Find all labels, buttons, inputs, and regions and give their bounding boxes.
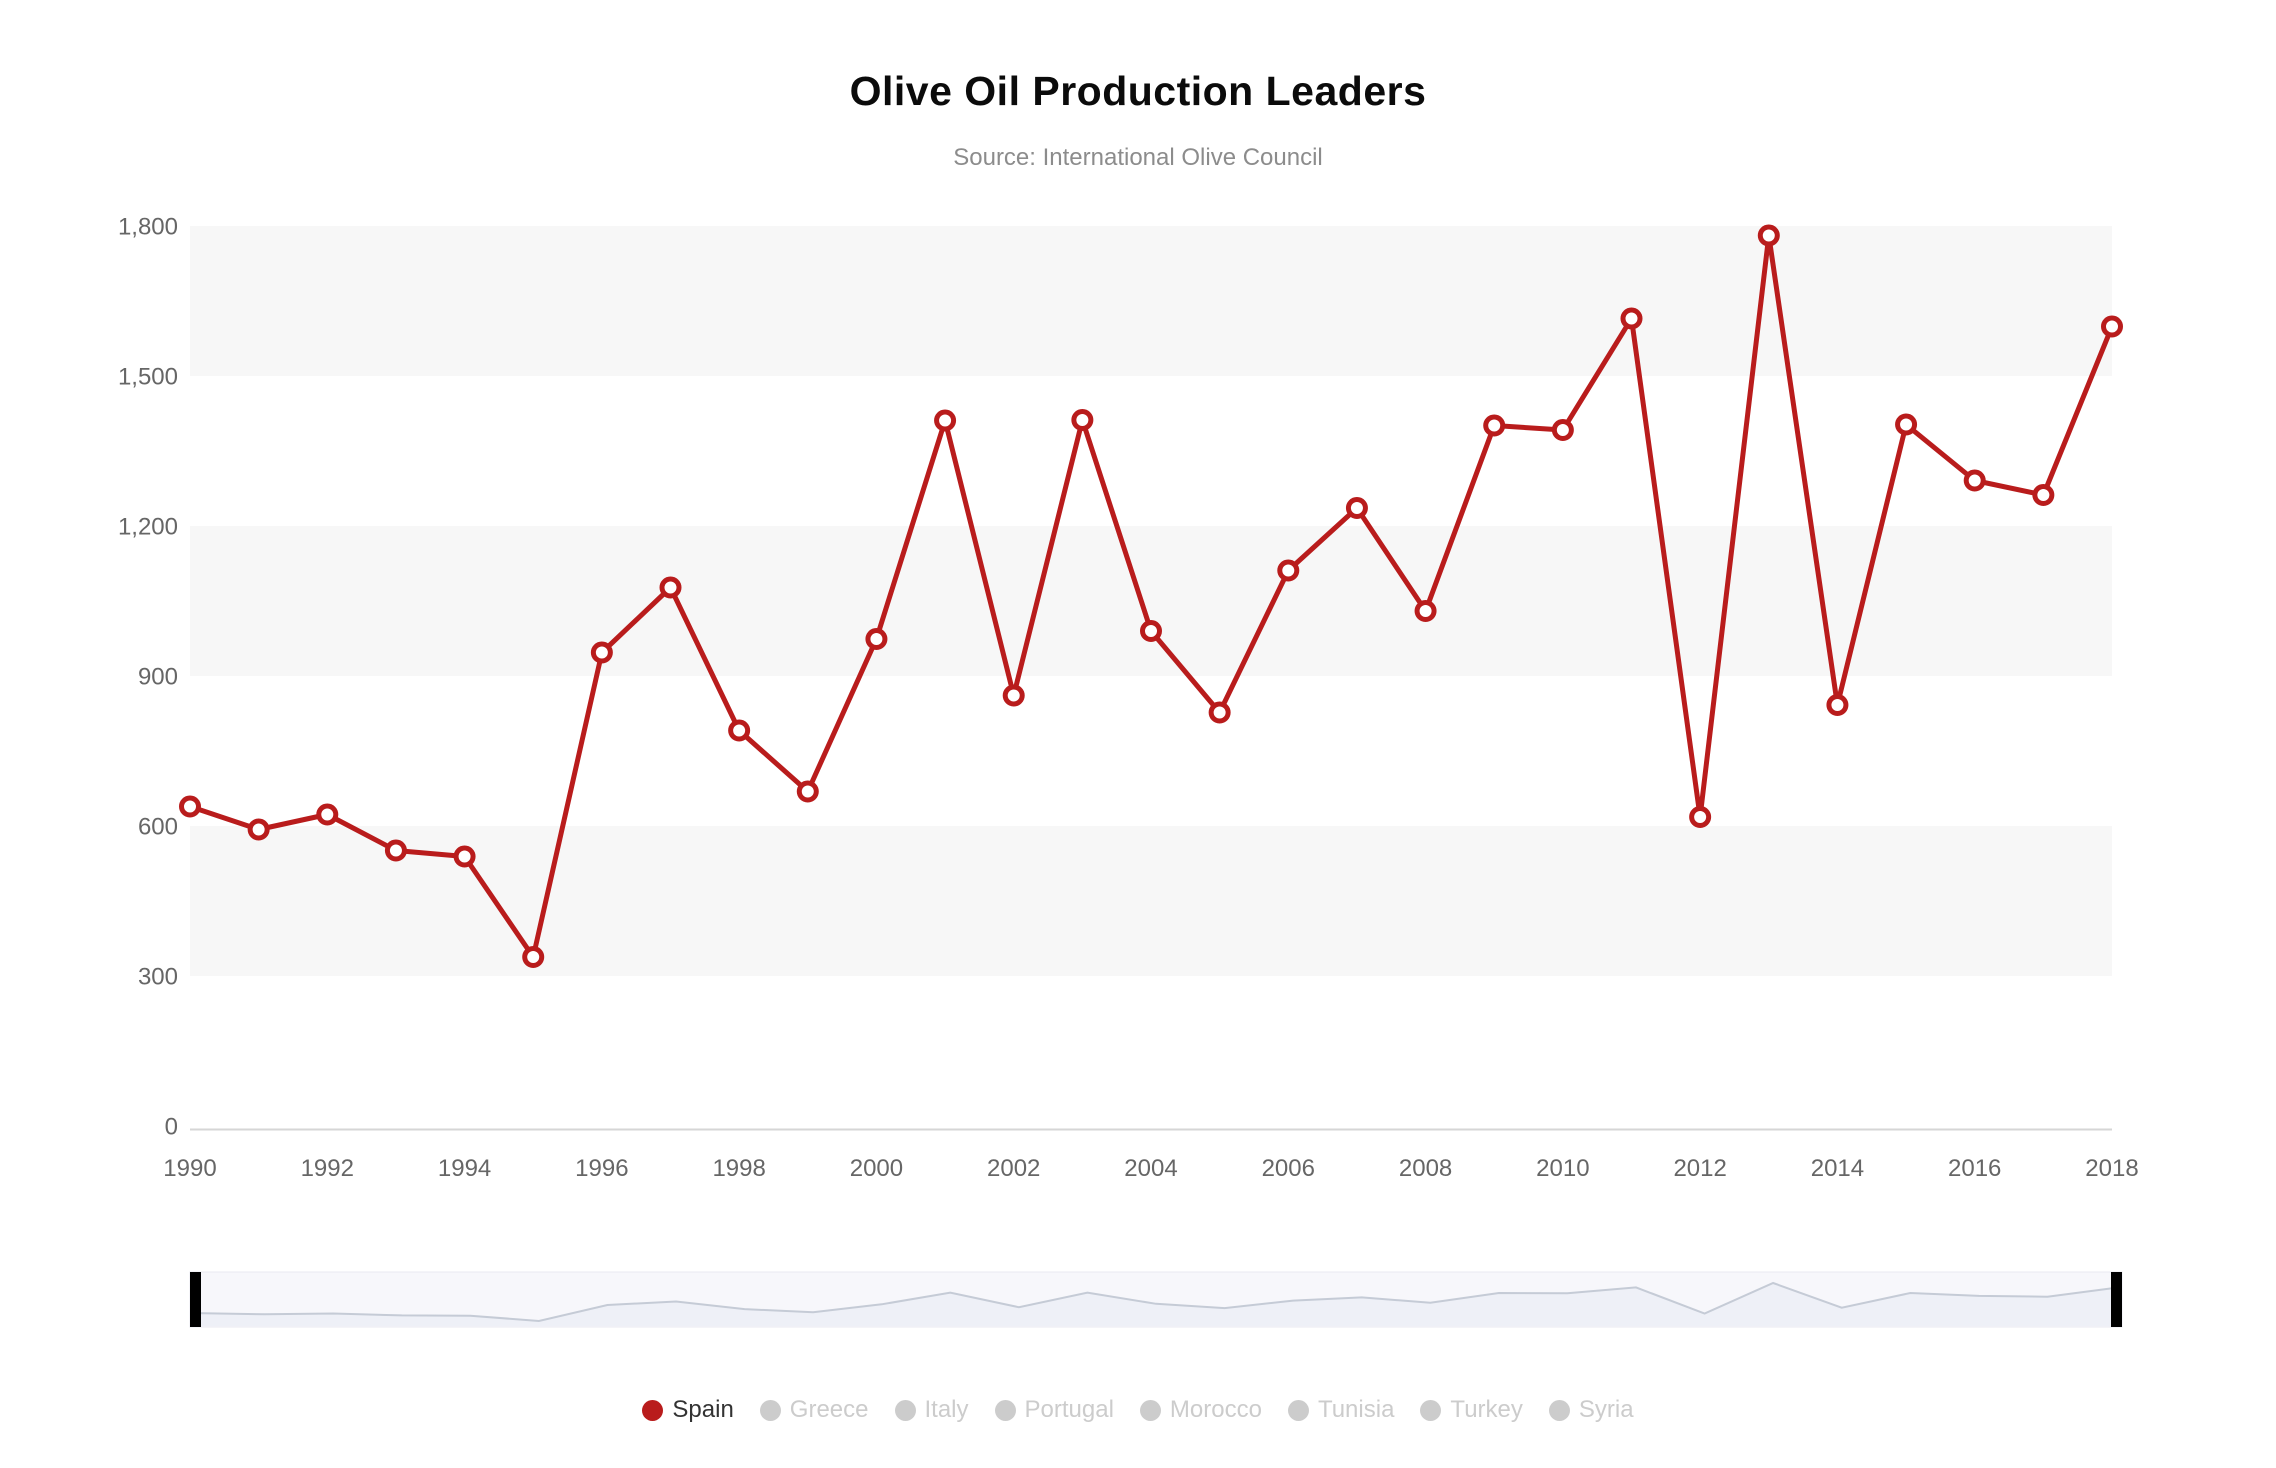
legend: Spain Greece Italy Portugal Morocco Tunisia Tu… xyxy=(0,1396,2276,1424)
y-axis-label: 1,500 xyxy=(118,363,178,390)
x-axis-label: 1994 xyxy=(438,1155,491,1182)
data-point-marker xyxy=(1620,307,1643,330)
plot-band xyxy=(190,526,2112,676)
data-point-marker xyxy=(384,839,407,862)
data-point-marker xyxy=(1345,497,1368,519)
data-point-marker xyxy=(1551,419,1574,441)
data-point-marker xyxy=(1689,806,1712,828)
x-axis-label: 2002 xyxy=(987,1155,1040,1182)
data-point-marker xyxy=(1140,620,1162,642)
legend-label: Morocco xyxy=(1169,1396,1262,1423)
x-axis-label: 1990 xyxy=(163,1155,216,1182)
legend-item-tunisia[interactable]: Tunisia xyxy=(1287,1396,1395,1424)
legend-label: Greece xyxy=(789,1396,869,1423)
x-axis-label: 2010 xyxy=(1536,1155,1589,1182)
x-axis-label: 2000 xyxy=(850,1155,903,1182)
data-point-marker xyxy=(1895,413,1918,436)
legend-item-syria[interactable]: Syria xyxy=(1548,1396,1634,1424)
plot-band xyxy=(190,826,2112,976)
data-point-marker xyxy=(1414,600,1437,622)
legend-marker-dot xyxy=(1548,1399,1570,1421)
data-point-marker xyxy=(1208,701,1231,724)
y-axis-label: 600 xyxy=(138,813,178,840)
data-point-marker xyxy=(2032,484,2055,506)
navigator-series-line xyxy=(195,1281,2117,1323)
data-point-marker xyxy=(1826,694,1849,716)
data-point-marker xyxy=(316,803,339,826)
y-axis-label: 1,800 xyxy=(118,213,178,240)
x-axis-label: 1998 xyxy=(712,1155,765,1182)
plot-band xyxy=(190,226,2112,376)
data-point-marker xyxy=(934,409,957,432)
x-axis-label: 2012 xyxy=(1673,1155,1726,1182)
data-point-marker xyxy=(179,795,201,818)
x-axis-label: 2016 xyxy=(1948,1155,2001,1182)
data-point-marker xyxy=(796,780,819,803)
x-axis-label: 1992 xyxy=(301,1155,354,1182)
navigator-handle-right[interactable] xyxy=(2111,1272,2122,1327)
data-point-marker xyxy=(1071,409,1094,431)
x-axis-label: 2014 xyxy=(1811,1155,1864,1182)
data-point-marker xyxy=(1002,684,1025,707)
legend-label: Portugal xyxy=(1024,1396,1114,1423)
data-point-marker xyxy=(2101,315,2123,338)
legend-item-turkey[interactable]: Turkey xyxy=(1420,1396,1523,1424)
legend-marker-dot xyxy=(759,1399,781,1421)
legend-item-morocco[interactable]: Morocco xyxy=(1139,1396,1262,1424)
data-point-marker xyxy=(522,946,545,968)
data-point-marker xyxy=(1757,224,1780,247)
data-point-marker xyxy=(728,719,751,742)
y-axis-label: 0 xyxy=(165,1113,178,1140)
legend-item-portugal[interactable]: Portugal xyxy=(994,1396,1114,1424)
legend-label: Spain xyxy=(672,1396,734,1423)
legend-marker-dot xyxy=(1139,1399,1161,1421)
navigator-handle-left[interactable] xyxy=(190,1272,201,1327)
legend-label: Italy xyxy=(924,1396,969,1423)
data-point-marker xyxy=(865,628,888,650)
y-axis-label: 900 xyxy=(138,663,178,690)
data-point-marker xyxy=(247,818,270,841)
data-point-marker xyxy=(1483,414,1506,437)
data-point-marker xyxy=(1277,559,1300,582)
x-axis-label: 1996 xyxy=(575,1155,628,1182)
x-axis-label: 2006 xyxy=(1262,1155,1315,1182)
chart-subtitle: Source: International Olive Council xyxy=(953,144,1323,171)
legend-item-greece[interactable]: Greece xyxy=(759,1396,869,1424)
x-axis-label: 2004 xyxy=(1124,1155,1177,1182)
legend-marker-dot xyxy=(1420,1399,1442,1421)
legend-label: Tunisia xyxy=(1317,1396,1395,1423)
legend-item-spain[interactable]: Spain xyxy=(642,1396,734,1424)
data-point-marker xyxy=(590,641,613,664)
legend-marker-dot xyxy=(1287,1399,1309,1421)
legend-item-italy[interactable]: Italy xyxy=(894,1396,969,1424)
x-axis-label: 2008 xyxy=(1399,1155,1452,1182)
data-point-marker xyxy=(1963,469,1986,492)
legend-marker-dot xyxy=(994,1399,1016,1421)
legend-label: Turkey xyxy=(1450,1396,1523,1423)
legend-label: Syria xyxy=(1578,1396,1634,1423)
legend-marker-dot xyxy=(642,1399,664,1421)
data-point-marker xyxy=(453,845,476,868)
x-axis-label: 2018 xyxy=(2085,1155,2138,1182)
legend-marker-dot xyxy=(894,1399,916,1421)
y-axis-label: 300 xyxy=(138,963,178,990)
y-axis-label: 1,200 xyxy=(118,513,178,540)
chart-title: Olive Oil Production Leaders xyxy=(849,68,1427,114)
data-point-marker xyxy=(659,576,682,599)
